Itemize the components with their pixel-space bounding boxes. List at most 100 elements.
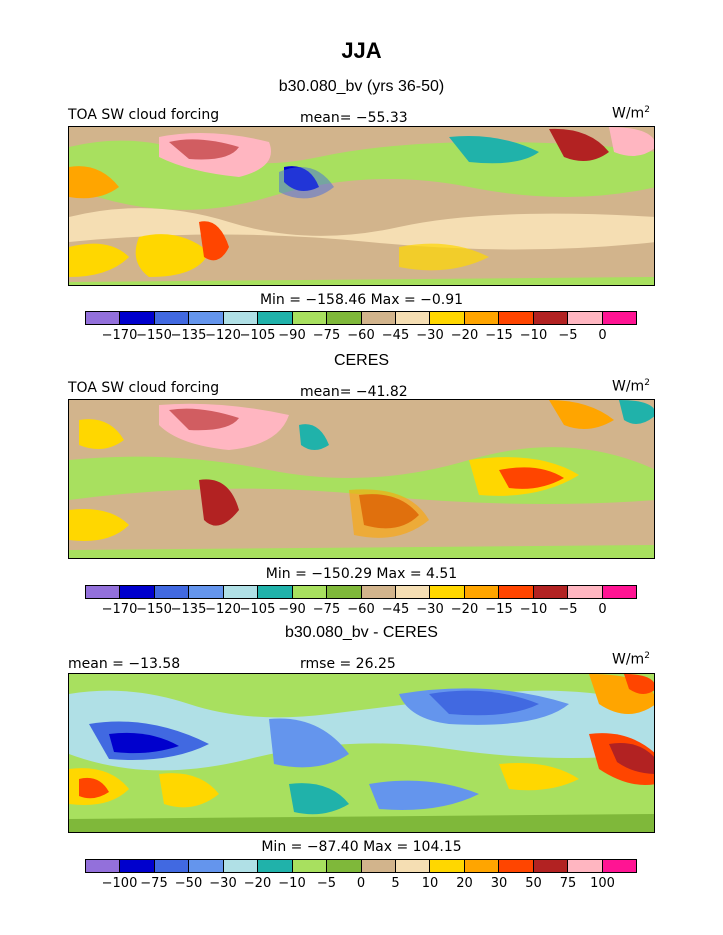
colorbar-swatch bbox=[361, 312, 396, 324]
colorbar-tick-label: −5 bbox=[558, 602, 578, 617]
colorbar-tick-label: −45 bbox=[381, 602, 410, 617]
season-title: JJA bbox=[341, 38, 382, 63]
colorbar-swatch bbox=[327, 586, 362, 598]
colorbar-swatch bbox=[86, 312, 121, 324]
colorbar-tick-label: 20 bbox=[456, 876, 473, 891]
colorbar-tick-label: 50 bbox=[525, 876, 542, 891]
panel3-map bbox=[68, 673, 655, 833]
panel3-units: W/m2 bbox=[612, 651, 650, 668]
colorbar-tick-label: −75 bbox=[312, 328, 341, 343]
colorbar-swatch bbox=[154, 312, 190, 324]
colorbar-tick-label: −10 bbox=[519, 328, 548, 343]
panel1-title: b30.080_bv (yrs 36-50) bbox=[278, 78, 445, 95]
colorbar-tick-label: 5 bbox=[391, 876, 400, 891]
colorbar-swatch bbox=[189, 860, 224, 872]
colorbar-tick-label: −135 bbox=[170, 602, 207, 617]
colorbar-swatch bbox=[499, 860, 534, 872]
colorbar-swatch bbox=[223, 860, 259, 872]
colorbar-swatch bbox=[395, 586, 431, 598]
colorbar-tick-label: −75 bbox=[312, 602, 341, 617]
colorbar-tick-label: −170 bbox=[101, 328, 138, 343]
colorbar-swatch bbox=[602, 860, 636, 872]
panel2-units: W/m2 bbox=[612, 378, 650, 395]
colorbar-swatch bbox=[568, 860, 603, 872]
colorbar-swatch bbox=[189, 312, 224, 324]
colorbar-tick-label: 100 bbox=[590, 876, 615, 891]
colorbar-tick-label: −60 bbox=[347, 602, 375, 617]
colorbar-swatch bbox=[154, 586, 190, 598]
colorbar-swatch bbox=[602, 586, 636, 598]
colorbar-tick-label: −150 bbox=[136, 602, 172, 617]
colorbar-swatch bbox=[86, 860, 121, 872]
colorbar-tick-label: −135 bbox=[170, 328, 207, 343]
panel2-map bbox=[68, 399, 655, 559]
panel1-field-label: TOA SW cloud forcing bbox=[68, 107, 220, 123]
panel2-mean-label: mean= −41.82 bbox=[300, 384, 408, 400]
colorbar-tick-label: −10 bbox=[278, 876, 306, 891]
colorbar-swatch bbox=[120, 586, 155, 598]
panel3-mean-label: mean = −13.58 bbox=[68, 656, 181, 672]
colorbar-swatch bbox=[395, 860, 431, 872]
colorbar-tick-label: 0 bbox=[356, 876, 366, 891]
panel1-colorbar bbox=[85, 311, 637, 325]
colorbar-swatch bbox=[533, 860, 569, 872]
colorbar-tick-label: −105 bbox=[239, 602, 276, 617]
colorbar-swatch bbox=[120, 312, 155, 324]
colorbar-swatch bbox=[292, 860, 328, 872]
panel2-colorbar-ticks: −170 −150 −135 −120 −105 −90 −75 −60 −45 −30 −20 −1… bbox=[85, 602, 637, 618]
colorbar-tick-label: −150 bbox=[136, 328, 172, 343]
colorbar-swatch bbox=[430, 312, 465, 324]
colorbar-tick-label: −100 bbox=[101, 876, 138, 891]
colorbar-tick-label: −20 bbox=[450, 328, 479, 343]
panel2-title: CERES bbox=[333, 352, 390, 369]
colorbar-tick-label: −50 bbox=[174, 876, 203, 891]
colorbar-tick-label: −30 bbox=[416, 328, 444, 343]
colorbar-swatch bbox=[533, 312, 569, 324]
colorbar-swatch bbox=[499, 312, 534, 324]
colorbar-tick-label: −60 bbox=[347, 328, 375, 343]
colorbar-swatch bbox=[361, 860, 396, 872]
colorbar-swatch bbox=[258, 860, 293, 872]
colorbar-tick-label: −15 bbox=[485, 328, 513, 343]
colorbar-swatch bbox=[120, 860, 155, 872]
colorbar-tick-label: 0 bbox=[598, 328, 607, 343]
colorbar-tick-label: −15 bbox=[485, 602, 513, 617]
colorbar-tick-label: −170 bbox=[101, 602, 138, 617]
colorbar-tick-label: −45 bbox=[381, 328, 410, 343]
colorbar-swatch bbox=[533, 586, 569, 598]
colorbar-swatch bbox=[327, 860, 362, 872]
colorbar-swatch bbox=[499, 586, 534, 598]
panel1-map bbox=[68, 126, 655, 286]
panel2-field-label: TOA SW cloud forcing bbox=[68, 380, 220, 396]
colorbar-swatch bbox=[189, 586, 224, 598]
colorbar-swatch bbox=[464, 860, 500, 872]
colorbar-tick-label: −5 bbox=[558, 328, 578, 343]
colorbar-tick-label: −10 bbox=[519, 602, 548, 617]
colorbar-tick-label: −20 bbox=[243, 876, 272, 891]
colorbar-tick-label: −5 bbox=[316, 876, 337, 891]
colorbar-swatch bbox=[430, 586, 465, 598]
colorbar-tick-label: −120 bbox=[205, 602, 241, 617]
colorbar-tick-label: 30 bbox=[490, 876, 508, 891]
panel1-colorbar-ticks: −170 −150 −135 −120 −105 −90 −75 −60 −45 −30 −20 −1… bbox=[85, 328, 637, 344]
colorbar-swatch bbox=[292, 586, 328, 598]
colorbar-swatch bbox=[430, 860, 465, 872]
colorbar-swatch bbox=[258, 312, 293, 324]
colorbar-swatch bbox=[361, 586, 396, 598]
colorbar-tick-label: −20 bbox=[450, 602, 479, 617]
panel3-title: b30.080_bv - CERES bbox=[285, 624, 438, 641]
colorbar-swatch bbox=[464, 312, 500, 324]
panel3-colorbar bbox=[85, 859, 637, 873]
colorbar-swatch bbox=[602, 312, 636, 324]
colorbar-tick-label: −30 bbox=[209, 876, 237, 891]
colorbar-tick-label: 75 bbox=[559, 876, 577, 891]
colorbar-swatch bbox=[258, 586, 293, 598]
panel1-mean-label: mean= −55.33 bbox=[300, 110, 408, 126]
panel1-minmax: Min = −158.46 Max = −0.91 bbox=[259, 292, 464, 308]
colorbar-swatch bbox=[395, 312, 431, 324]
colorbar-tick-label: −30 bbox=[416, 602, 444, 617]
panel3-rmse-label: rmse = 26.25 bbox=[300, 656, 396, 672]
colorbar-tick-label: 10 bbox=[421, 876, 439, 891]
colorbar-tick-label: −90 bbox=[278, 328, 306, 343]
colorbar-swatch bbox=[86, 586, 121, 598]
